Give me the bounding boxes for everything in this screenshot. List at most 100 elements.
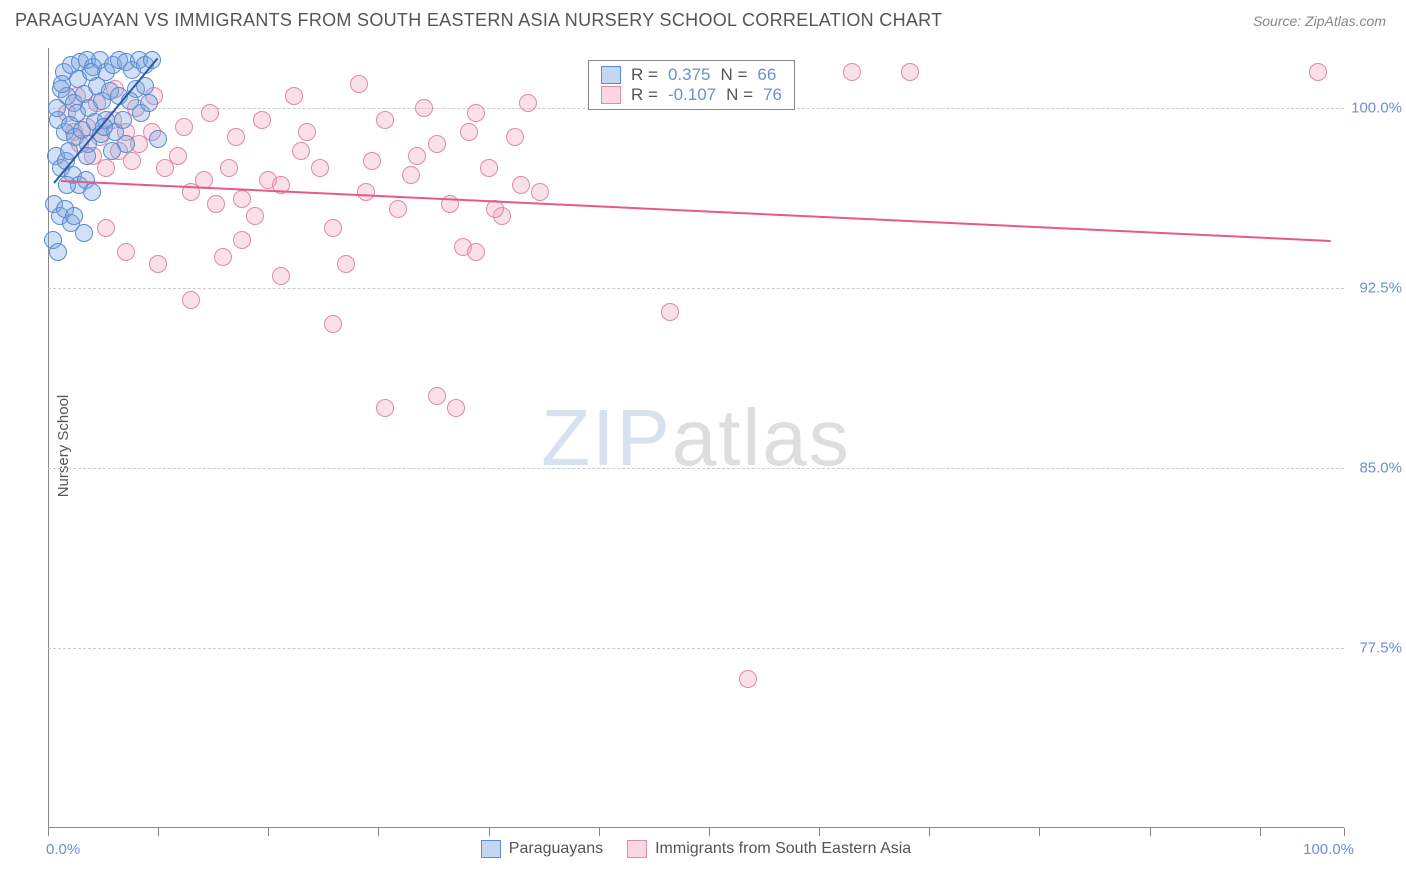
scatter-point-pink [506, 128, 524, 146]
scatter-point-pink [246, 207, 264, 225]
legend-blue-R: 0.375 [668, 65, 711, 85]
scatter-point-blue [58, 176, 76, 194]
x-tick [48, 828, 49, 836]
scatter-point-blue [49, 243, 67, 261]
scatter-point-blue [149, 130, 167, 148]
chart-plot-area: 100.0%92.5%85.0%77.5% ZIPatlas R = 0.375… [48, 48, 1344, 828]
scatter-point-pink [123, 152, 141, 170]
legend-blue-N: 66 [757, 65, 776, 85]
x-tick [1260, 828, 1261, 836]
series-name-pink: Immigrants from South Eastern Asia [655, 840, 911, 858]
scatter-point-pink [428, 135, 446, 153]
scatter-point-pink [324, 315, 342, 333]
scatter-point-pink [182, 291, 200, 309]
scatter-point-pink [227, 128, 245, 146]
scatter-point-blue [103, 142, 121, 160]
x-tick [158, 828, 159, 836]
scatter-point-pink [467, 104, 485, 122]
scatter-point-blue [82, 63, 100, 81]
scatter-point-pink [233, 231, 251, 249]
scatter-point-pink [97, 159, 115, 177]
scatter-point-blue [65, 207, 83, 225]
scatter-point-pink [253, 111, 271, 129]
legend-N-label: N = [720, 65, 747, 85]
y-axis-line [48, 48, 49, 828]
series-name-blue: Paraguayans [509, 840, 603, 858]
x-tick [819, 828, 820, 836]
scatter-point-pink [337, 255, 355, 273]
chart-title: PARAGUAYAN VS IMMIGRANTS FROM SOUTH EAST… [15, 10, 942, 31]
scatter-point-pink [298, 123, 316, 141]
scatter-point-pink [169, 147, 187, 165]
chart-header: PARAGUAYAN VS IMMIGRANTS FROM SOUTH EAST… [0, 0, 1406, 39]
x-tick [1150, 828, 1151, 836]
gridline-h [48, 288, 1344, 289]
scatter-point-pink [402, 166, 420, 184]
series-swatch-blue [481, 840, 501, 858]
scatter-point-pink [220, 159, 238, 177]
scatter-point-pink [363, 152, 381, 170]
scatter-point-pink [531, 183, 549, 201]
scatter-point-pink [175, 118, 193, 136]
scatter-point-pink [324, 219, 342, 237]
x-tick [1344, 828, 1345, 836]
scatter-point-pink [117, 243, 135, 261]
scatter-point-blue [48, 99, 66, 117]
y-tick-label: 100.0% [1351, 100, 1402, 117]
correlation-legend: R = 0.375 N = 66 R = -0.107 N = 76 [588, 60, 795, 110]
legend-R-label-2: R = [631, 85, 658, 105]
scatter-point-blue [75, 224, 93, 242]
scatter-point-pink [901, 63, 919, 81]
scatter-point-pink [408, 147, 426, 165]
scatter-point-blue [140, 94, 158, 112]
y-tick-label: 85.0% [1359, 460, 1402, 477]
scatter-point-pink [428, 387, 446, 405]
y-tick-label: 92.5% [1359, 280, 1402, 297]
x-tick [378, 828, 379, 836]
scatter-point-pink [285, 87, 303, 105]
x-tick [599, 828, 600, 836]
legend-R-label: R = [631, 65, 658, 85]
scatter-point-pink [357, 183, 375, 201]
x-tick [929, 828, 930, 836]
scatter-point-pink [389, 200, 407, 218]
scatter-point-pink [376, 399, 394, 417]
scatter-point-pink [272, 267, 290, 285]
scatter-point-pink [311, 159, 329, 177]
legend-pink-N: 76 [763, 85, 782, 105]
scatter-point-pink [207, 195, 225, 213]
scatter-point-pink [739, 670, 757, 688]
scatter-point-blue [83, 183, 101, 201]
scatter-point-pink [512, 176, 530, 194]
scatter-point-pink [1309, 63, 1327, 81]
x-tick [489, 828, 490, 836]
scatter-point-pink [376, 111, 394, 129]
gridline-h [48, 648, 1344, 649]
scatter-point-blue [114, 111, 132, 129]
scatter-point-pink [447, 399, 465, 417]
gridline-h [48, 468, 1344, 469]
scatter-point-pink [460, 123, 478, 141]
series-legend-blue: Paraguayans [481, 840, 603, 858]
scatter-point-pink [214, 248, 232, 266]
scatter-point-pink [467, 243, 485, 261]
series-legend: Paraguayans Immigrants from South Easter… [48, 840, 1344, 858]
x-tick [1039, 828, 1040, 836]
correlation-legend-row-pink: R = -0.107 N = 76 [601, 85, 782, 105]
x-tick [268, 828, 269, 836]
scatter-point-pink [519, 94, 537, 112]
plot-surface: 100.0%92.5%85.0%77.5% [48, 48, 1344, 828]
scatter-point-pink [415, 99, 433, 117]
y-tick-label: 77.5% [1359, 640, 1402, 657]
scatter-point-pink [97, 219, 115, 237]
series-legend-pink: Immigrants from South Eastern Asia [627, 840, 911, 858]
series-swatch-pink [627, 840, 647, 858]
scatter-point-pink [480, 159, 498, 177]
legend-swatch-pink [601, 86, 621, 104]
legend-N-label-2: N = [726, 85, 753, 105]
scatter-point-pink [292, 142, 310, 160]
scatter-point-pink [233, 190, 251, 208]
scatter-point-pink [661, 303, 679, 321]
scatter-point-pink [201, 104, 219, 122]
legend-swatch-blue [601, 66, 621, 84]
